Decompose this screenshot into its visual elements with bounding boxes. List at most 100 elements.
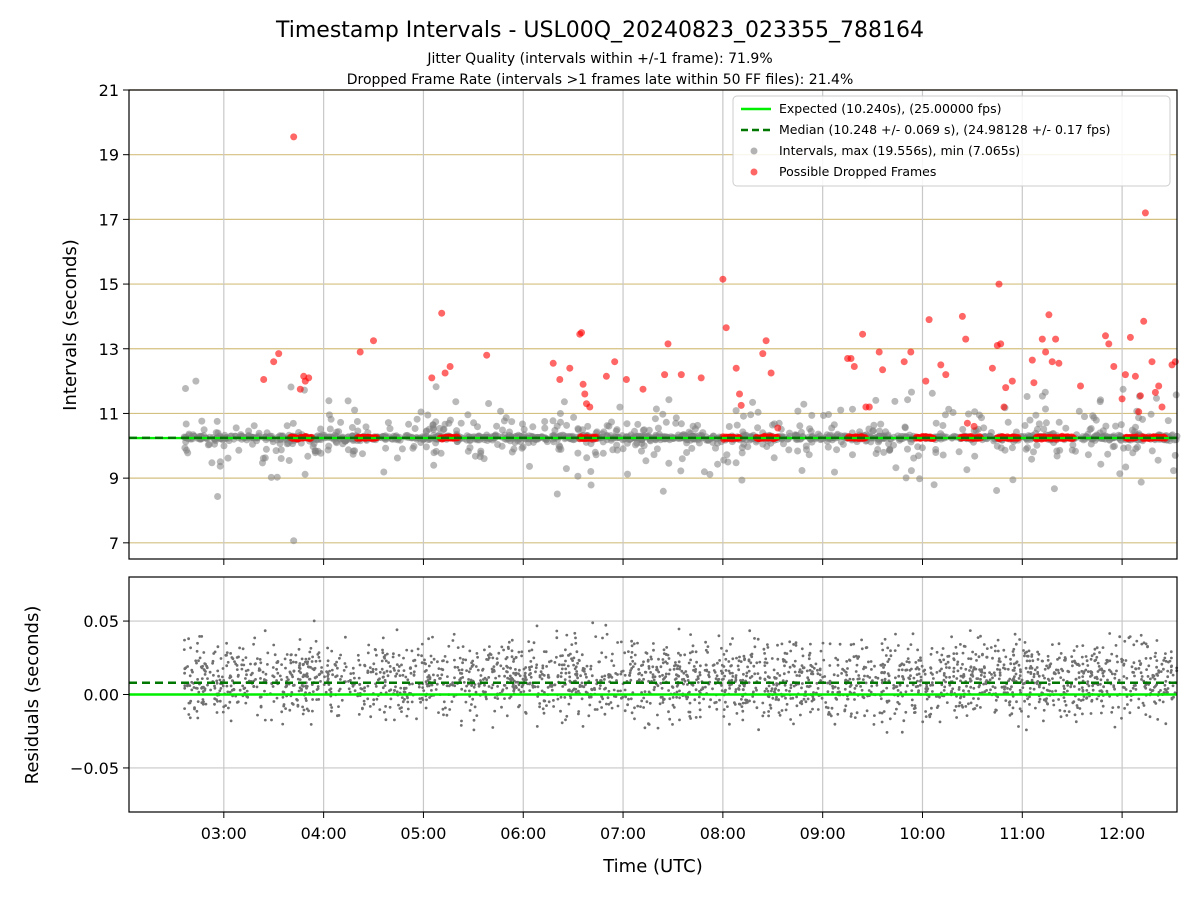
residual-point — [882, 689, 885, 693]
residual-point — [734, 690, 737, 694]
interval-point — [605, 422, 613, 430]
residual-point — [718, 659, 721, 662]
residual-point — [629, 655, 633, 659]
interval-point — [672, 414, 680, 422]
residual-point — [912, 707, 916, 710]
residual-point — [961, 651, 965, 655]
residual-point — [522, 690, 526, 693]
interval-point — [1040, 425, 1048, 433]
residual-point — [540, 689, 544, 693]
interval-point — [380, 468, 388, 476]
residual-point — [731, 657, 735, 661]
residual-point — [675, 667, 679, 671]
residual-point — [1169, 665, 1173, 669]
x-tick-label: 06:00 — [500, 824, 546, 843]
interval-point — [872, 450, 880, 457]
interval-point — [1032, 411, 1040, 419]
residuals-y-label: Residuals (seconds) — [22, 606, 43, 785]
x-tick-label: 09:00 — [800, 824, 846, 843]
dropped-frame-point — [1052, 335, 1060, 343]
residual-point — [1002, 648, 1006, 652]
residual-point — [1058, 709, 1062, 712]
interval-point — [351, 406, 359, 414]
interval-point — [876, 427, 883, 435]
residual-point — [235, 701, 239, 704]
residual-point — [503, 684, 507, 687]
residual-point — [848, 659, 852, 662]
interval-point — [1069, 441, 1077, 449]
residual-point — [197, 659, 200, 663]
residual-point — [1157, 690, 1161, 694]
residual-point — [306, 660, 310, 664]
residual-point — [552, 699, 555, 702]
residual-point — [764, 671, 767, 674]
residual-point — [428, 677, 432, 681]
residual-point — [993, 649, 997, 653]
residual-point — [351, 684, 355, 688]
residual-point — [1085, 689, 1089, 692]
residual-point — [980, 691, 984, 694]
residual-point — [1028, 687, 1032, 690]
residual-point — [1063, 656, 1067, 659]
residual-point — [1163, 656, 1167, 660]
residual-point — [698, 701, 701, 705]
interval-point — [287, 383, 295, 391]
residual-point — [959, 666, 963, 670]
residual-point — [215, 679, 219, 683]
residual-point — [305, 672, 309, 676]
residual-point — [971, 670, 974, 673]
residual-point — [897, 674, 901, 678]
residual-point — [233, 660, 236, 663]
residual-point — [746, 701, 749, 704]
residual-point — [946, 655, 950, 658]
residual-point — [642, 660, 645, 664]
residual-point — [282, 690, 286, 694]
residual-point — [954, 705, 958, 708]
residual-point — [776, 672, 779, 675]
residual-point — [1065, 714, 1069, 717]
residual-point — [1110, 710, 1114, 714]
residual-point — [863, 674, 866, 678]
residual-point — [788, 665, 792, 669]
residual-point — [520, 654, 523, 658]
residual-point — [767, 695, 771, 699]
residual-point — [496, 661, 499, 665]
residual-point — [880, 671, 884, 674]
residual-point — [1117, 705, 1120, 709]
residual-point — [894, 632, 897, 636]
dropped-frame-point — [549, 359, 557, 367]
residual-point — [848, 677, 852, 681]
residual-point — [373, 648, 377, 651]
residual-point — [595, 678, 599, 682]
interval-point — [714, 460, 722, 468]
interval-point — [436, 424, 444, 432]
dropped-frame-point — [1077, 382, 1084, 390]
residual-point — [1063, 699, 1067, 703]
residual-point — [991, 685, 995, 688]
residual-point — [469, 667, 472, 671]
residual-point — [628, 673, 631, 677]
residual-point — [309, 665, 312, 669]
residual-point — [254, 678, 257, 681]
residual-point — [873, 714, 876, 717]
interval-point — [591, 448, 599, 456]
residual-point — [384, 718, 388, 722]
residual-point — [1134, 667, 1137, 671]
residual-point — [192, 686, 196, 689]
residual-point — [576, 676, 579, 680]
residual-point — [280, 710, 284, 714]
residual-point — [523, 674, 527, 677]
residual-point — [1140, 678, 1143, 681]
residual-point — [737, 668, 741, 672]
residual-point — [1156, 718, 1160, 721]
residual-point — [880, 642, 884, 645]
interval-point — [499, 426, 506, 434]
residual-point — [605, 632, 609, 636]
interval-point — [326, 425, 334, 433]
dropped-frame-point — [611, 358, 619, 366]
residual-point — [752, 690, 755, 694]
residual-point — [1017, 663, 1021, 667]
residual-point — [906, 647, 910, 651]
residual-point — [1142, 704, 1146, 707]
interval-point — [616, 403, 624, 411]
